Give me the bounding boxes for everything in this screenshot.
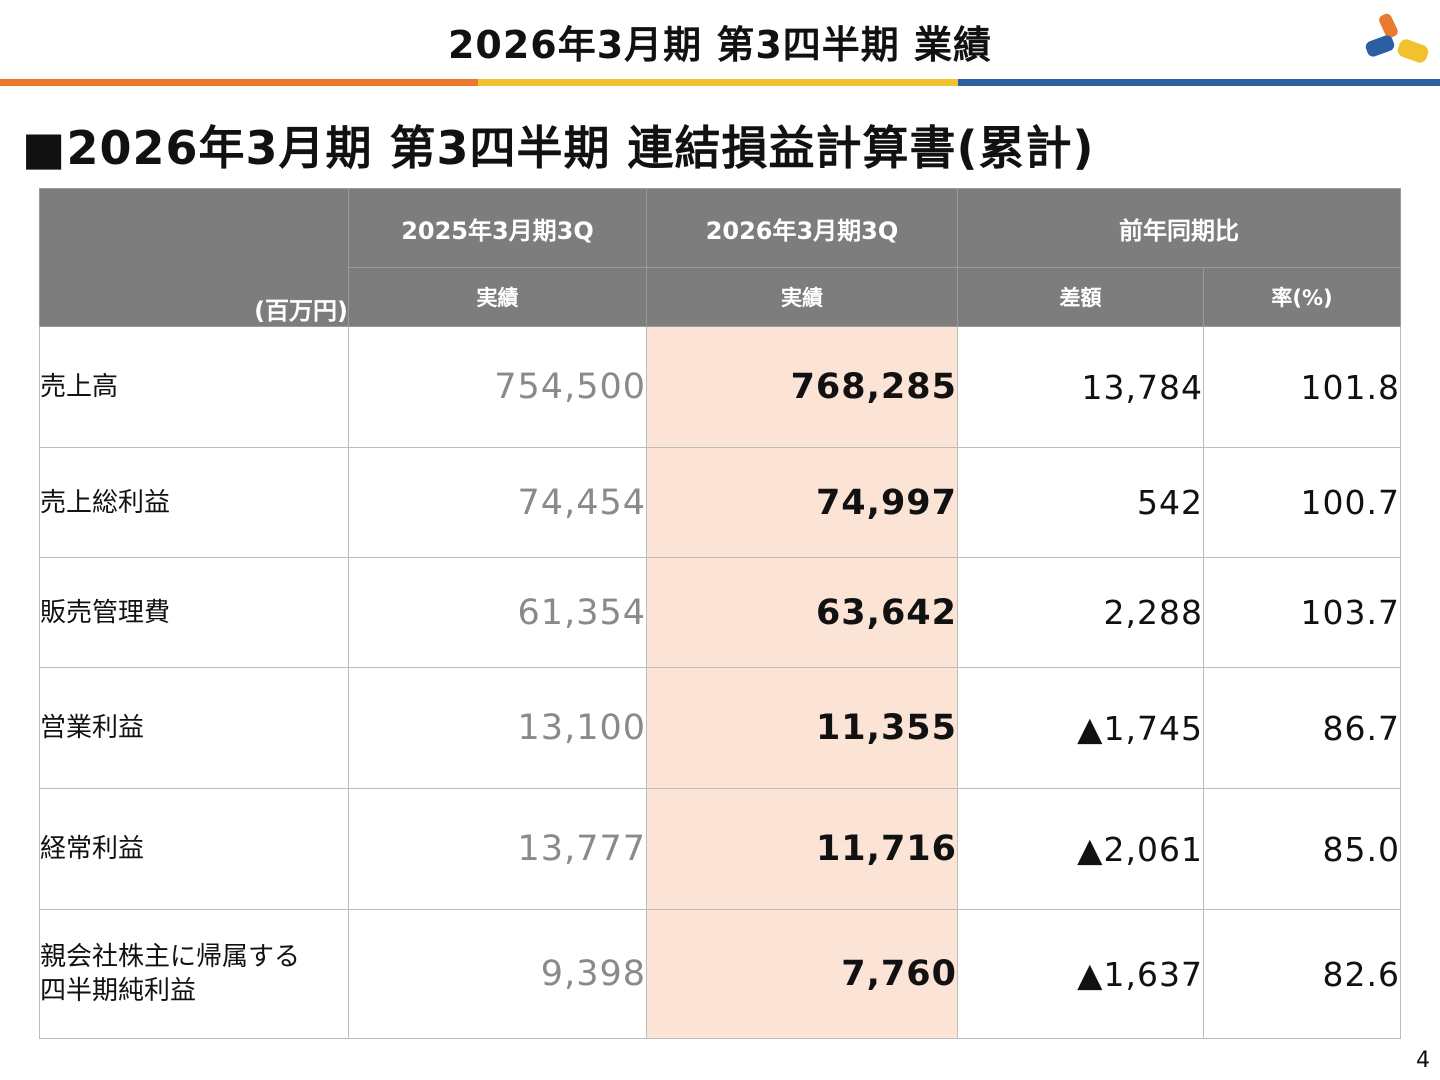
table-row: 売上高 754,500 768,285 13,784 101.8 bbox=[39, 326, 1401, 448]
header-stripe-blue bbox=[958, 79, 1440, 86]
diff-value: 542 bbox=[957, 447, 1204, 558]
diff-value: ▲1,745 bbox=[957, 667, 1204, 789]
rate-value: 103.7 bbox=[1203, 557, 1401, 668]
subheader-rate: 率(%) bbox=[1203, 267, 1401, 327]
col-header-cur: 2026年3月期3Q bbox=[646, 188, 958, 268]
rate-value: 101.8 bbox=[1203, 326, 1401, 448]
table-row: 親会社株主に帰属する 四半期純利益 9,398 7,760 ▲1,637 82.… bbox=[39, 909, 1401, 1039]
table-row: 販売管理費 61,354 63,642 2,288 103.7 bbox=[39, 557, 1401, 668]
table-row: 経常利益 13,777 11,716 ▲2,061 85.0 bbox=[39, 788, 1401, 910]
diff-value: ▲1,637 bbox=[957, 909, 1204, 1039]
row-label: 売上総利益 bbox=[39, 447, 349, 558]
row-label-line2: 四半期純利益 bbox=[40, 976, 197, 1006]
row-label-line1: 親会社株主に帰属する bbox=[40, 942, 301, 972]
diff-value: ▲2,061 bbox=[957, 788, 1204, 910]
prev-value: 61,354 bbox=[348, 557, 647, 668]
prev-value: 9,398 bbox=[348, 909, 647, 1039]
cur-value: 7,760 bbox=[646, 909, 958, 1039]
cur-value: 74,997 bbox=[646, 447, 958, 558]
section-title: ■2026年3月期 第3四半期 連結損益計算書(累計) bbox=[22, 121, 1095, 175]
diff-value: 13,784 bbox=[957, 326, 1204, 448]
table-row: 営業利益 13,100 11,355 ▲1,745 86.7 bbox=[39, 667, 1401, 789]
col-header-prev: 2025年3月期3Q bbox=[348, 188, 647, 268]
table-row: 売上総利益 74,454 74,997 542 100.7 bbox=[39, 447, 1401, 558]
cur-value: 63,642 bbox=[646, 557, 958, 668]
prev-value: 13,777 bbox=[348, 788, 647, 910]
row-label: 親会社株主に帰属する 四半期純利益 bbox=[39, 909, 349, 1039]
unit-label: (百万円) bbox=[39, 188, 349, 327]
subheader-diff: 差額 bbox=[957, 267, 1204, 327]
rate-value: 86.7 bbox=[1203, 667, 1401, 789]
rate-value: 82.6 bbox=[1203, 909, 1401, 1039]
row-label: 経常利益 bbox=[39, 788, 349, 910]
rate-value: 100.7 bbox=[1203, 447, 1401, 558]
page-number: 4 bbox=[1416, 1048, 1430, 1073]
page-header-title: 2026年3月期 第3四半期 業績 bbox=[447, 23, 993, 67]
row-label: 販売管理費 bbox=[39, 557, 349, 668]
subheader-cur-actual: 実績 bbox=[646, 267, 958, 327]
header-stripe-orange bbox=[0, 79, 478, 86]
rate-value: 85.0 bbox=[1203, 788, 1401, 910]
subheader-prev-actual: 実績 bbox=[348, 267, 647, 327]
col-header-yoy: 前年同期比 bbox=[957, 188, 1401, 268]
row-label: 営業利益 bbox=[39, 667, 349, 789]
prev-value: 13,100 bbox=[348, 667, 647, 789]
header-stripe-yellow bbox=[478, 79, 958, 86]
prev-value: 74,454 bbox=[348, 447, 647, 558]
row-label: 売上高 bbox=[39, 326, 349, 448]
cur-value: 11,355 bbox=[646, 667, 958, 789]
diff-value: 2,288 bbox=[957, 557, 1204, 668]
income-statement-table: (百万円) 2025年3月期3Q 2026年3月期3Q 前年同期比 実績 実績 … bbox=[39, 188, 1401, 1039]
prev-value: 754,500 bbox=[348, 326, 647, 448]
company-logo-icon bbox=[1365, 13, 1429, 63]
cur-value: 768,285 bbox=[646, 326, 958, 448]
cur-value: 11,716 bbox=[646, 788, 958, 910]
